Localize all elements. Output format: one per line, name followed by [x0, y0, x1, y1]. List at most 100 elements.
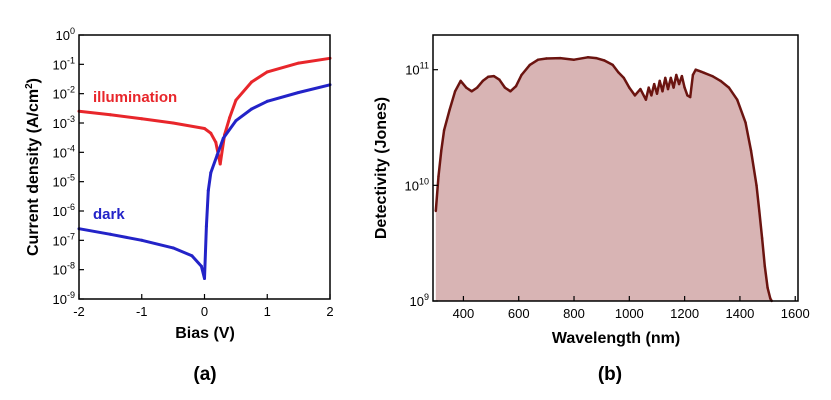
detectivity-data-point: [545, 57, 548, 60]
data-point-illumination: [171, 121, 175, 125]
detectivity-data-point: [487, 75, 490, 78]
data-point-dark: [204, 224, 208, 228]
data-point-illumination: [140, 117, 144, 121]
detectivity-data-point: [677, 82, 681, 86]
detectivity-data-point: [465, 86, 468, 89]
data-point-dark: [171, 246, 175, 250]
detectivity-data-point: [520, 73, 523, 77]
detectivity-data-point: [633, 94, 637, 97]
detectivity-data-point: [763, 265, 766, 268]
y-tick-label: 10-6: [53, 202, 75, 219]
series-line-illumination: [78, 56, 331, 166]
detectivity-data-point: [666, 87, 670, 91]
detectivity-data-point: [664, 76, 667, 80]
detectivity-data-point: [434, 209, 437, 213]
data-point-dark: [203, 277, 206, 280]
detectivity-data-point: [749, 149, 753, 152]
x-tick-label: 2: [326, 304, 333, 319]
y-tick-label: 10-4: [53, 143, 75, 160]
y-tick-label: 10-2: [53, 85, 75, 102]
x-tick-label: 1200: [670, 306, 699, 321]
detectivity-data-point: [440, 149, 443, 152]
detectivity-data-point: [755, 184, 758, 187]
detectivity-data-point: [628, 86, 631, 89]
data-point-illumination: [218, 162, 222, 166]
x-tick-label: -2: [73, 304, 85, 319]
detectivity-data-point: [481, 79, 484, 83]
y-tick-label: 10-1: [53, 55, 75, 72]
series-label-dark: dark: [93, 206, 125, 223]
detectivity-data-point: [514, 85, 518, 88]
data-point-illumination: [228, 116, 232, 120]
data-point-illumination: [250, 80, 254, 84]
detectivity-data-point: [492, 74, 495, 78]
panel-b-plot-content: [434, 56, 773, 303]
data-point-illumination: [297, 61, 301, 65]
y-tick-label: 109: [410, 292, 429, 309]
detectivity-data-point: [683, 86, 686, 89]
detectivity-data-point: [675, 73, 678, 77]
y-tick-label: 100: [56, 26, 75, 43]
detectivity-data-point: [448, 108, 451, 112]
panel-a-y-axis-label-tail: ): [25, 78, 42, 83]
data-point-dark: [140, 238, 144, 242]
x-tick-label: -1: [136, 304, 148, 319]
detectivity-data-point: [559, 56, 562, 60]
detectivity-data-point: [766, 286, 769, 289]
panel-a-label: (a): [193, 364, 216, 385]
detectivity-data-point: [650, 94, 653, 97]
panel-b: 400 600 800 1000 1200 1400 1600 1011 1010 109 Wav…: [373, 34, 810, 385]
data-point-illumination: [209, 131, 213, 135]
detectivity-data-point: [459, 79, 462, 83]
y-tick-label: 10-7: [53, 231, 75, 248]
detectivity-data-point: [453, 90, 457, 93]
detectivity-data-point: [647, 86, 650, 89]
data-point-dark: [250, 107, 254, 111]
detectivity-data-point: [503, 86, 507, 89]
panel-b-label: (b): [598, 364, 622, 385]
panel-a-plot-content: [77, 56, 332, 280]
detectivity-data-point: [442, 129, 446, 132]
detectivity-data-point: [700, 70, 703, 73]
x-tick-label: 1400: [725, 306, 754, 321]
detectivity-data-point: [644, 98, 648, 101]
data-point-dark: [234, 119, 238, 123]
y-tick-label: 10-5: [53, 173, 75, 190]
detectivity-data-point: [476, 86, 479, 89]
x-tick-label: 800: [563, 306, 585, 321]
x-tick-label: 1000: [615, 306, 644, 321]
y-tick-label: 10-8: [53, 261, 75, 278]
detectivity-data-point: [617, 71, 620, 74]
data-point-dark: [190, 254, 194, 258]
data-point-dark: [209, 171, 213, 175]
detectivity-data-point: [586, 56, 589, 59]
detectivity-data-point: [594, 56, 598, 60]
detectivity-area-fill: [435, 57, 772, 301]
x-tick-label: 1: [264, 304, 271, 319]
x-tick-label: 600: [508, 306, 530, 321]
data-point-dark: [297, 91, 301, 94]
detectivity-data-point: [470, 90, 473, 93]
data-point-illumination: [108, 113, 112, 117]
detectivity-data-point: [437, 175, 440, 178]
detectivity-data-point: [736, 98, 739, 101]
data-point-dark: [206, 189, 210, 192]
panel-b-y-axis-label: Detectivity (Jones): [373, 97, 390, 239]
detectivity-data-point: [680, 74, 684, 78]
y-tick-label: 1011: [405, 61, 429, 78]
detectivity-data-point: [689, 95, 692, 99]
panel-b-x-axis-label: Wavelength (nm): [552, 330, 680, 347]
data-point-dark: [215, 153, 219, 157]
data-point-dark: [265, 99, 269, 103]
detectivity-data-point: [686, 94, 689, 97]
panel-a-y-axis-label-main: Current density (A/cm: [25, 89, 42, 256]
detectivity-data-point: [536, 58, 540, 61]
detectivity-data-point: [744, 121, 747, 124]
detectivity-data-point: [691, 73, 695, 77]
x-tick-label: 400: [453, 306, 475, 321]
detectivity-data-point: [603, 59, 606, 62]
detectivity-data-point: [697, 69, 700, 72]
detectivity-data-point: [509, 90, 512, 93]
x-tick-label: 0: [201, 304, 208, 319]
